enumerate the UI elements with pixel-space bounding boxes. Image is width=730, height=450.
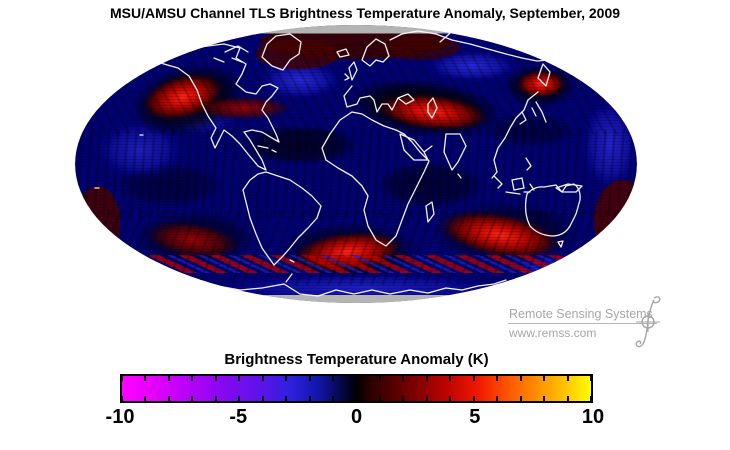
- colorbar-tick-label: -10: [105, 406, 135, 428]
- colorbar-minor-tick: [543, 376, 546, 381]
- colorbar-minor-tick: [472, 396, 475, 401]
- colorbar-minor-tick: [425, 376, 428, 381]
- colorbar-minor-tick: [238, 396, 241, 401]
- colorbar-tick-label: -5: [229, 406, 248, 428]
- colorbar-minor-tick: [378, 396, 381, 401]
- colorbar-minor-tick: [496, 376, 499, 381]
- missing-data-caps: [250, 25, 470, 303]
- colorbar-minor-tick: [566, 396, 569, 401]
- colorbar-minor-tick: [332, 376, 335, 381]
- colorbar-tick-label: 10: [581, 406, 605, 428]
- colorbar-minor-tick: [402, 376, 405, 381]
- colorbar-minor-tick: [378, 376, 381, 381]
- colorbar-minor-tick: [519, 396, 522, 401]
- colorbar-minor-tick: [308, 376, 311, 381]
- colorbar-minor-tick: [121, 376, 123, 381]
- colorbar: [120, 374, 593, 403]
- colorbar-minor-tick: [144, 376, 147, 381]
- colorbar-minor-tick: [402, 396, 405, 401]
- colorbar-minor-tick: [167, 396, 170, 401]
- colorbar-minor-tick: [191, 376, 194, 381]
- colorbar-minor-tick: [191, 396, 194, 401]
- colorbar-minor-tick: [308, 396, 311, 401]
- colorbar-minor-tick: [590, 376, 592, 381]
- colorbar-minor-tick: [167, 376, 170, 381]
- colorbar-minor-tick: [121, 396, 123, 401]
- colorbar-minor-tick: [261, 396, 264, 401]
- remss-logo-icon: [635, 296, 661, 348]
- colorbar-minor-tick: [519, 376, 522, 381]
- colorbar-minor-tick: [238, 376, 241, 381]
- colorbar-minor-tick: [332, 396, 335, 401]
- colorbar-tick-labels: -10 -5 0 5 10: [106, 406, 605, 428]
- colorbar-title: Brightness Temperature Anomaly (K): [224, 351, 489, 368]
- watermark-brand: Remote Sensing Systems: [509, 307, 653, 321]
- colorbar-minor-tick: [355, 396, 358, 401]
- colorbar-minor-tick: [285, 376, 288, 381]
- colorbar-minor-tick: [472, 376, 475, 381]
- colorbar-tick-label: 5: [469, 406, 481, 428]
- colorbar-minor-tick: [449, 396, 452, 401]
- colorbar-tick-label: 0: [350, 406, 363, 428]
- colorbar-minor-tick: [566, 376, 569, 381]
- colorbar-minor-tick: [543, 396, 546, 401]
- watermark-divider: [508, 323, 657, 324]
- colorbar-minor-tick: [449, 376, 452, 381]
- colorbar-minor-tick: [214, 376, 217, 381]
- colorbar-minor-tick: [496, 396, 499, 401]
- colorbar-minor-tick: [144, 396, 147, 401]
- colorbar-minor-tick: [261, 376, 264, 381]
- swath-texture: [75, 25, 637, 303]
- watermark-url: www.remss.com: [509, 326, 597, 340]
- colorbar-minor-tick: [425, 396, 428, 401]
- colorbar-minor-tick: [355, 376, 358, 381]
- colorbar-minor-tick: [285, 396, 288, 401]
- colorbar-minor-tick: [590, 396, 592, 401]
- figure-title: MSU/AMSU Channel TLS Brightness Temperat…: [109, 5, 621, 21]
- colorbar-minor-tick: [214, 396, 217, 401]
- world-map-heatmap: [75, 25, 637, 303]
